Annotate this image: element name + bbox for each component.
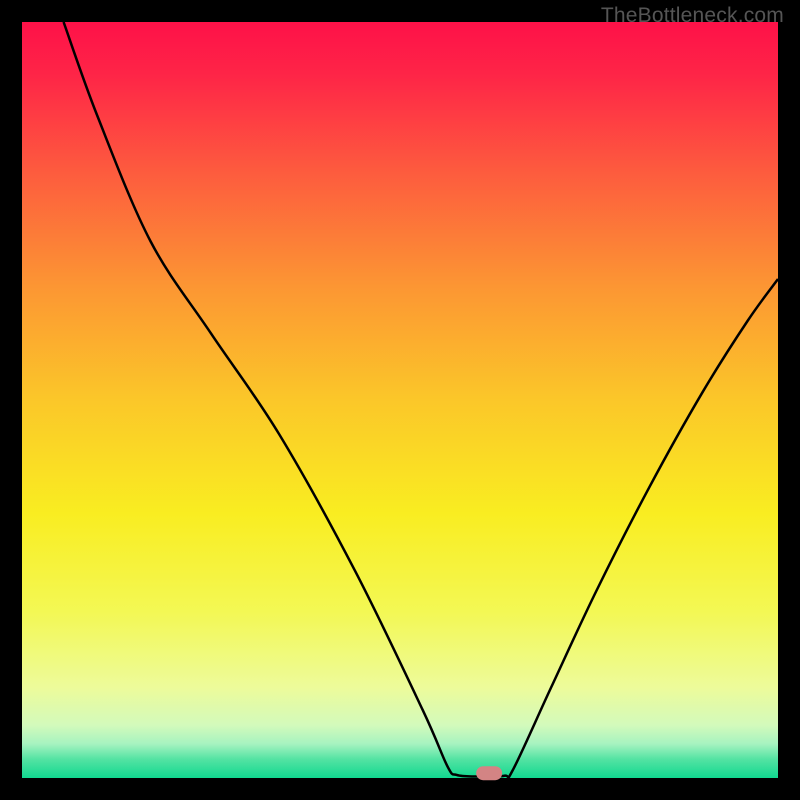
optimum-marker: [476, 767, 502, 781]
chart-frame: TheBottleneck.com: [0, 0, 800, 800]
watermark-text: TheBottleneck.com: [601, 4, 784, 28]
bottleneck-curve: [22, 22, 778, 778]
plot-area: [22, 22, 778, 778]
